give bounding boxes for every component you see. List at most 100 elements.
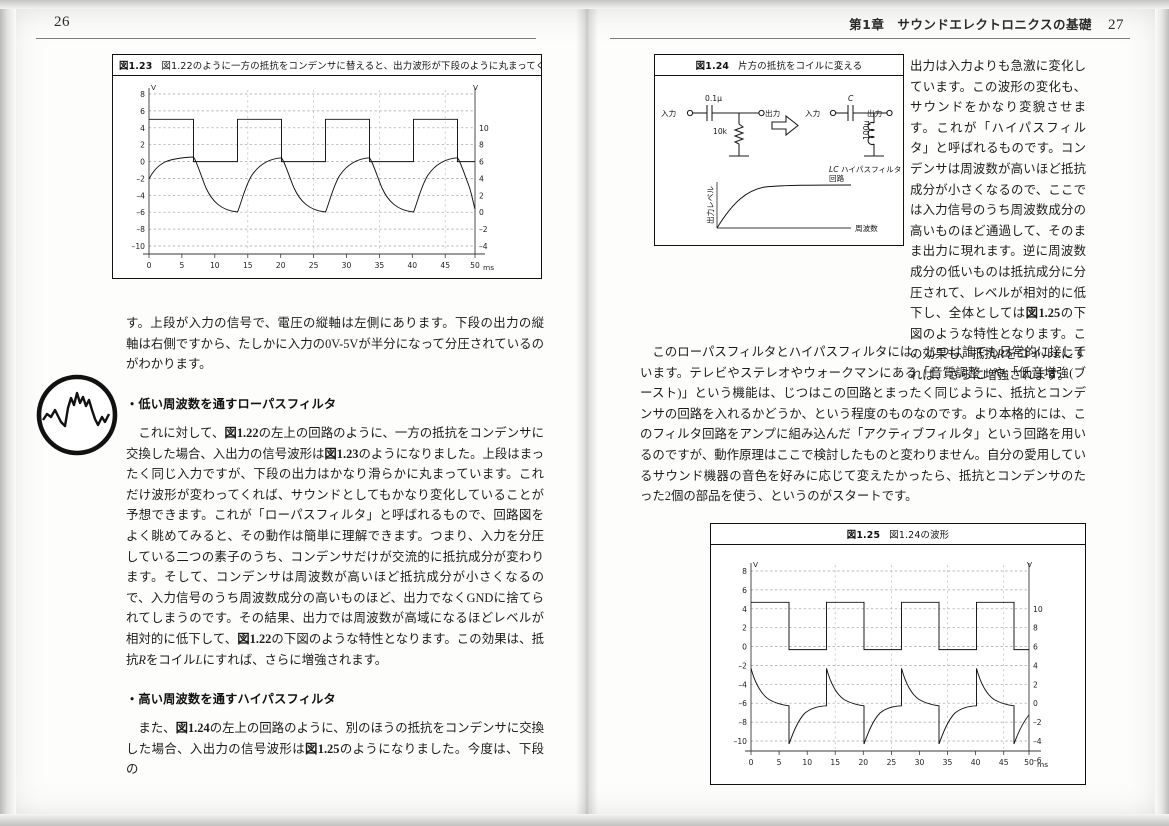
svg-text:2: 2 [140, 141, 145, 150]
svg-text:回路: 回路 [829, 173, 845, 183]
svg-text:6: 6 [1033, 643, 1038, 652]
svg-text:LC: LC [829, 165, 839, 174]
svg-text:2: 2 [742, 624, 747, 633]
svg-text:–8: –8 [136, 225, 145, 234]
figure-1-23-caption: 図1.23 図1.22のように一方の抵抗をコンデンサに替えると、出力波形が下段のよ… [112, 54, 542, 76]
svg-text:2: 2 [1033, 680, 1038, 689]
left-subhead-highpass: ・高い周波数を通すハイパスフィルタ [126, 692, 336, 706]
header-rule-right [610, 38, 1130, 39]
svg-text:V: V [1027, 560, 1032, 569]
svg-text:15: 15 [243, 261, 253, 270]
header-rule-left [36, 38, 536, 39]
svg-text:45: 45 [999, 758, 1009, 767]
svg-text:0: 0 [742, 643, 747, 652]
svg-text:4: 4 [479, 174, 484, 183]
svg-text:50: 50 [470, 261, 480, 270]
right-paragraph-2: このローパスフィルタとハイパスフィルタには、じつは誰でも日常的に接しています。テ… [640, 345, 1086, 504]
svg-text:0: 0 [479, 208, 484, 217]
svg-text:10: 10 [802, 758, 812, 767]
svg-text:50: 50 [1024, 758, 1034, 767]
figure-1-24-caption: 図1.24 片方の抵抗をコイルに変える [654, 54, 904, 76]
svg-text:出力: 出力 [765, 108, 780, 118]
svg-text:25: 25 [309, 261, 319, 270]
left-paragraph-1: す。上段が入力の信号で、電圧の縦軸は左側にあります。下段の出力の縦軸は右側ですか… [126, 316, 544, 372]
figure-1-23: 図1.23 図1.22のように一方の抵抗をコンデンサに替えると、出力波形が下段のよ… [112, 54, 542, 279]
svg-text:–8: –8 [738, 718, 747, 727]
page-number-left: 26 [54, 14, 70, 30]
svg-text:100μ: 100μ [862, 121, 871, 140]
chapter-title: 第1章 サウンドエレクトロニクスの基礎 27 [849, 17, 1124, 33]
svg-text:–10: –10 [734, 737, 748, 746]
circuit-right: 入力 C 出力 100μ [805, 94, 901, 183]
svg-text:15: 15 [830, 758, 840, 767]
svg-text:–10: –10 [132, 242, 146, 251]
figure-1-25: 図1.25 図1.24の波形 [710, 523, 1086, 785]
svg-text:10k: 10k [713, 127, 728, 136]
svg-text:0.1μ: 0.1μ [705, 94, 722, 103]
svg-text:40: 40 [971, 758, 981, 767]
svg-text:8: 8 [479, 141, 484, 150]
svg-text:入力: 入力 [805, 108, 820, 118]
svg-text:20: 20 [276, 261, 286, 270]
svg-text:入力: 入力 [661, 108, 676, 118]
svg-text:ハイパスフィルタ: ハイパスフィルタ [841, 165, 901, 174]
svg-text:出力レベル: 出力レベル [705, 186, 715, 224]
svg-text:–4: –4 [1033, 737, 1042, 746]
right-page: 第1章 サウンドエレクトロニクスの基礎 27 図1.24 片方の抵抗をコイルに変える… [598, 0, 1153, 826]
svg-text:35: 35 [943, 758, 953, 767]
svg-text:8: 8 [140, 90, 145, 99]
svg-text:10: 10 [479, 124, 489, 133]
circuit-left: 入力 0.1μ 出力 [661, 94, 780, 157]
svg-text:0: 0 [140, 158, 145, 167]
svg-text:4: 4 [1033, 661, 1038, 670]
svg-text:4: 4 [742, 605, 747, 614]
figure-1-25-caption: 図1.25 図1.24の波形 [710, 523, 1086, 545]
svg-text:C: C [848, 94, 854, 103]
svg-text:6: 6 [140, 107, 145, 116]
left-paragraph-3: また、図1.24の左上の回路のように、別のほうの抵抗をコンデンサに交換した場合、… [126, 721, 545, 777]
svg-text:30: 30 [342, 261, 352, 270]
running-head-left: 26 [36, 14, 536, 40]
svg-text:30: 30 [915, 758, 925, 767]
right-arrow-icon [771, 114, 799, 137]
svg-text:6: 6 [742, 586, 747, 595]
svg-text:–2: –2 [479, 225, 488, 234]
svg-text:V: V [151, 83, 156, 92]
svg-text:V: V [753, 560, 758, 569]
svg-text:40: 40 [407, 261, 417, 270]
running-head-right: 第1章 サウンドエレクトロニクスの基礎 27 [610, 14, 1130, 40]
svg-text:V: V [473, 83, 478, 92]
svg-text:25: 25 [887, 758, 897, 767]
svg-text:0: 0 [1033, 699, 1038, 708]
svg-text:周波数: 周波数 [855, 223, 878, 233]
svg-text:–6: –6 [136, 208, 145, 217]
figure-1-24-body: 入力 0.1μ 出力 [654, 76, 904, 246]
svg-text:5: 5 [777, 758, 782, 767]
svg-text:ms: ms [483, 263, 494, 272]
svg-text:–4: –4 [738, 680, 747, 689]
svg-text:6: 6 [479, 158, 484, 167]
page-number-right: 27 [1108, 17, 1124, 33]
svg-text:8: 8 [1033, 624, 1038, 633]
svg-text:出力: 出力 [867, 108, 882, 118]
svg-text:8: 8 [742, 567, 747, 576]
response-plot: 出力レベル 周波数 [705, 182, 878, 233]
svg-text:–6: –6 [738, 699, 747, 708]
svg-text:2: 2 [479, 191, 484, 200]
svg-text:4: 4 [140, 124, 145, 133]
figure-1-23-body: 8 6 4 2 0 –2 –4 –6 –8 –10 V 10 8 6 4 2 [112, 76, 542, 279]
figure-1-25-body: 8 6 4 2 0 –2 –4 –6 –8 –10 V 10 8 6 4 2 [710, 545, 1086, 785]
svg-text:35: 35 [375, 261, 385, 270]
figure-1-24-diagram: 入力 0.1μ 出力 [661, 94, 901, 233]
svg-text:10: 10 [1033, 605, 1043, 614]
svg-text:–2: –2 [1033, 718, 1042, 727]
svg-text:20: 20 [858, 758, 868, 767]
svg-text:–4: –4 [479, 242, 488, 251]
svg-text:–4: –4 [136, 191, 145, 200]
svg-text:–2: –2 [738, 661, 747, 670]
figure-1-25-chart: 8 6 4 2 0 –2 –4 –6 –8 –10 V 10 8 6 4 2 [734, 560, 1049, 769]
figure-1-23-chart: 8 6 4 2 0 –2 –4 –6 –8 –10 V 10 8 6 4 2 [132, 83, 495, 272]
left-paragraph-2: これに対して、図1.22の左上の回路のように、一方の抵抗をコンデンサに交換した場… [126, 426, 545, 667]
svg-text:–2: –2 [136, 174, 145, 183]
